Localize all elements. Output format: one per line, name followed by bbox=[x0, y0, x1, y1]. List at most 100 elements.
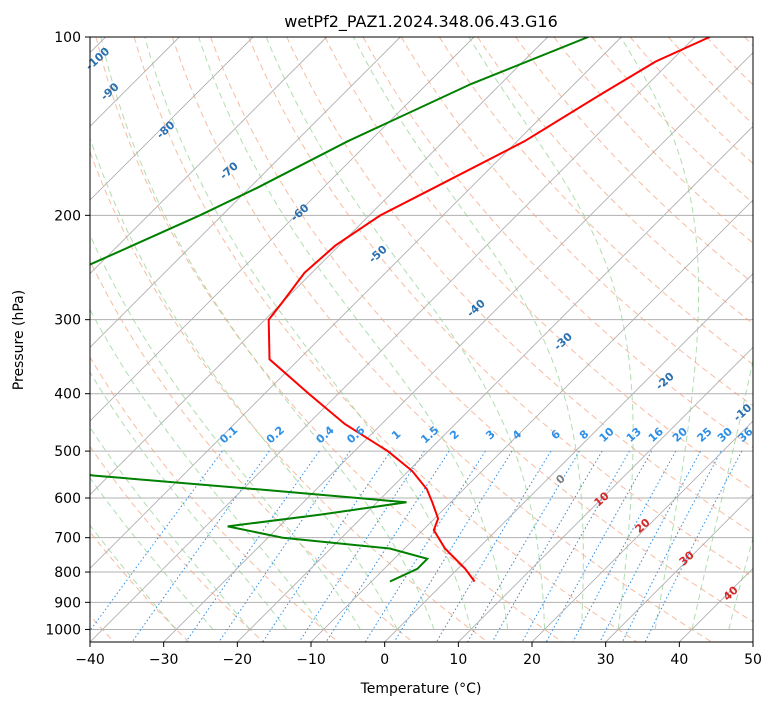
moist-adiabat-line bbox=[90, 477, 214, 630]
moist-adiabat-line bbox=[90, 233, 361, 630]
isotherm-line bbox=[310, 199, 753, 642]
x-tick-label: −30 bbox=[149, 652, 179, 668]
isotherm-line bbox=[384, 273, 753, 642]
x-tick-label: 50 bbox=[744, 652, 762, 668]
dry-adiabat-line bbox=[95, 37, 563, 642]
dry-adiabat-line bbox=[553, 37, 753, 244]
mixing-ratio-line bbox=[491, 450, 603, 642]
moist-adiabat-line bbox=[144, 37, 472, 630]
mixing-ratio-label: 8 bbox=[577, 427, 591, 442]
mixing-ratio-line bbox=[325, 450, 450, 642]
dry-adiabat-label: -90 bbox=[98, 80, 122, 103]
y-axis-ticks: 100 200 300 400 500 600 700 800 900 1000 bbox=[45, 30, 90, 638]
dry-adiabat-line bbox=[90, 356, 339, 642]
x-tick-label: −10 bbox=[296, 652, 326, 668]
isotherm-line bbox=[90, 37, 254, 201]
moist-adiabat-line bbox=[728, 536, 753, 630]
dry-adiabat-line bbox=[477, 37, 753, 325]
mixing-ratio-label: 2 bbox=[447, 428, 461, 443]
dry-adiabat-line bbox=[90, 150, 488, 642]
moist-adiabat-line bbox=[468, 37, 634, 630]
isotherm-line bbox=[90, 37, 548, 496]
mixing-ratio-label: 10 bbox=[597, 425, 617, 445]
dry-adiabat-line bbox=[324, 37, 753, 491]
dry-adiabat-label: -60 bbox=[288, 201, 312, 224]
moist-adiabat-label: 10 bbox=[592, 489, 612, 509]
moist-adiabat-line bbox=[100, 37, 435, 630]
dry-adiabat-line bbox=[210, 37, 753, 623]
moist-adiabat-line bbox=[691, 358, 753, 630]
isotherm-line bbox=[90, 37, 327, 275]
isotherm-line bbox=[237, 125, 753, 642]
mixing-ratio-label: 25 bbox=[695, 425, 715, 445]
chart-title: wetPf2_PAZ1.2024.348.06.43.G16 bbox=[284, 12, 558, 32]
mixing-ratio-line bbox=[435, 450, 552, 642]
mixing-ratio-label: 6 bbox=[549, 427, 564, 442]
x-tick-label: −40 bbox=[75, 652, 105, 668]
isotherm-line bbox=[90, 37, 475, 422]
isotherm-line bbox=[458, 346, 753, 642]
y-tick-label: 600 bbox=[54, 491, 81, 507]
y-tick-label: 200 bbox=[54, 208, 81, 224]
y-tick-label: 500 bbox=[54, 444, 81, 460]
y-axis-label: Pressure (hPa) bbox=[11, 290, 27, 390]
mixing-ratio-line bbox=[262, 450, 392, 642]
x-tick-label: 10 bbox=[449, 652, 467, 668]
dry-adiabat-line bbox=[591, 37, 753, 204]
moist-adiabat-line bbox=[265, 37, 546, 630]
profile-series bbox=[90, 37, 711, 583]
dry-adiabat-label: -70 bbox=[217, 159, 241, 182]
mixing-ratio-label: 4 bbox=[510, 427, 525, 442]
moist-adiabat-line bbox=[198, 37, 509, 630]
y-tick-label: 1000 bbox=[45, 622, 81, 638]
mixing-ratio-line bbox=[521, 450, 630, 642]
plot-frame bbox=[89, 36, 754, 643]
y-tick-label: 900 bbox=[54, 595, 81, 611]
moist-adiabat-label: 30 bbox=[677, 548, 697, 568]
dewpoint-line bbox=[90, 37, 589, 583]
mixing-ratio-line bbox=[644, 450, 743, 642]
mixing-ratio-line bbox=[545, 450, 653, 642]
dry-adiabat-line bbox=[438, 37, 753, 366]
x-tick-label: 20 bbox=[523, 652, 541, 668]
mixing-ratio-label: 0.4 bbox=[314, 423, 337, 446]
mixing-ratio-label: 13 bbox=[624, 425, 644, 445]
isotherm-line bbox=[531, 420, 753, 642]
moist-adiabat-line bbox=[90, 426, 251, 630]
dry-adiabat-label: -100 bbox=[83, 45, 112, 73]
mixing-ratio-label: 16 bbox=[646, 425, 666, 445]
moist-adiabat-line bbox=[90, 136, 398, 630]
moist-adiabat-label: 40 bbox=[721, 583, 741, 603]
y-tick-label: 300 bbox=[54, 313, 81, 329]
x-tick-label: 40 bbox=[670, 652, 688, 668]
moist-adiabat-line bbox=[620, 37, 700, 630]
mixing-ratio-line bbox=[621, 450, 722, 642]
dry-adiabat-line bbox=[706, 37, 753, 86]
temperature-line bbox=[267, 37, 711, 583]
moist-adiabats bbox=[90, 37, 753, 630]
moist-adiabat-line bbox=[353, 37, 584, 630]
mixing-ratio-label: 3 bbox=[483, 428, 497, 443]
dry-adiabat-line bbox=[90, 259, 414, 642]
isotherm-line bbox=[679, 567, 753, 642]
x-tick-label: 30 bbox=[597, 652, 615, 668]
isotherm-line bbox=[90, 37, 401, 348]
dry-adiabat-line bbox=[90, 445, 264, 642]
dry-adiabat-line bbox=[133, 37, 638, 642]
mixing-ratio-line bbox=[185, 450, 320, 642]
mixing-ratio-label: 1 bbox=[389, 428, 403, 443]
x-axis-label: Temperature (°C) bbox=[360, 681, 482, 697]
isotherm-line bbox=[605, 494, 753, 642]
mixing-ratio-line bbox=[364, 450, 486, 642]
dry-adiabat-line bbox=[171, 37, 712, 642]
y-tick-label: 400 bbox=[54, 387, 81, 403]
isotherm-line bbox=[90, 37, 696, 642]
mixing-ratio-label: 1.5 bbox=[418, 424, 441, 447]
y-tick-label: 800 bbox=[54, 565, 81, 581]
moist-adiabat-line bbox=[90, 524, 177, 630]
moist-adiabat-label: 0 bbox=[553, 472, 568, 487]
mixing-ratio-line bbox=[298, 450, 425, 642]
isotherm-line bbox=[90, 37, 622, 569]
isobar-gridlines bbox=[90, 37, 753, 630]
